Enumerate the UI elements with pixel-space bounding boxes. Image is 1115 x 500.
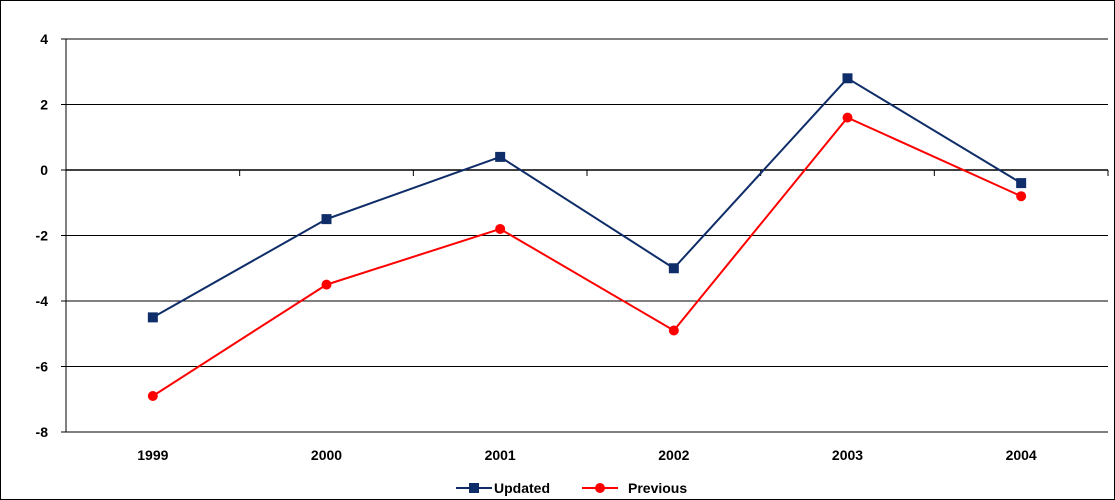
data-point: [1016, 178, 1027, 189]
legend: Updated Previous: [456, 480, 687, 496]
x-tick-label: 2000: [311, 447, 342, 463]
data-point: [842, 73, 853, 84]
y-tick-labels: -8 -6 -4 -2 0 2 4: [36, 31, 49, 440]
y-tick-label: -6: [36, 359, 49, 375]
legend-item-previous: Previous: [582, 480, 687, 496]
data-point: [147, 312, 158, 323]
y-tick-label: 0: [40, 162, 48, 178]
data-point: [1016, 191, 1027, 202]
y-tick-label: -8: [36, 424, 49, 440]
x-tick-label: 2004: [1006, 447, 1037, 463]
series-line: [152, 116, 1022, 397]
data-point: [147, 390, 158, 401]
gridlines: [66, 38, 1108, 433]
series: [147, 73, 1027, 401]
series-line: [152, 77, 1022, 319]
x-tick-label: 1999: [137, 447, 168, 463]
data-point: [495, 223, 506, 234]
data-point: [668, 325, 679, 336]
x-tick-label: 2002: [658, 447, 689, 463]
legend-swatch-marker: [469, 483, 479, 493]
legend-swatch-marker: [595, 483, 605, 493]
y-tick-label: 4: [40, 31, 48, 47]
y-tick-label: 2: [40, 97, 48, 113]
x-tick-label: 2003: [832, 447, 863, 463]
data-point: [321, 279, 332, 290]
axes: [61, 38, 1109, 433]
x-tick-labels: 1999 2000 2001 2002 2003 2004: [137, 447, 1037, 463]
y-tick-label: -4: [36, 293, 49, 309]
data-point: [842, 112, 853, 123]
series-updated: [147, 73, 1027, 323]
data-point: [321, 214, 332, 225]
legend-label: Previous: [628, 480, 687, 496]
data-point: [668, 263, 679, 274]
legend-item-updated: Updated: [456, 480, 550, 496]
legend-label: Updated: [494, 480, 550, 496]
data-point: [495, 151, 506, 162]
y-tick-label: -2: [36, 228, 49, 244]
x-tick-label: 2001: [485, 447, 516, 463]
series-previous: [147, 112, 1027, 401]
